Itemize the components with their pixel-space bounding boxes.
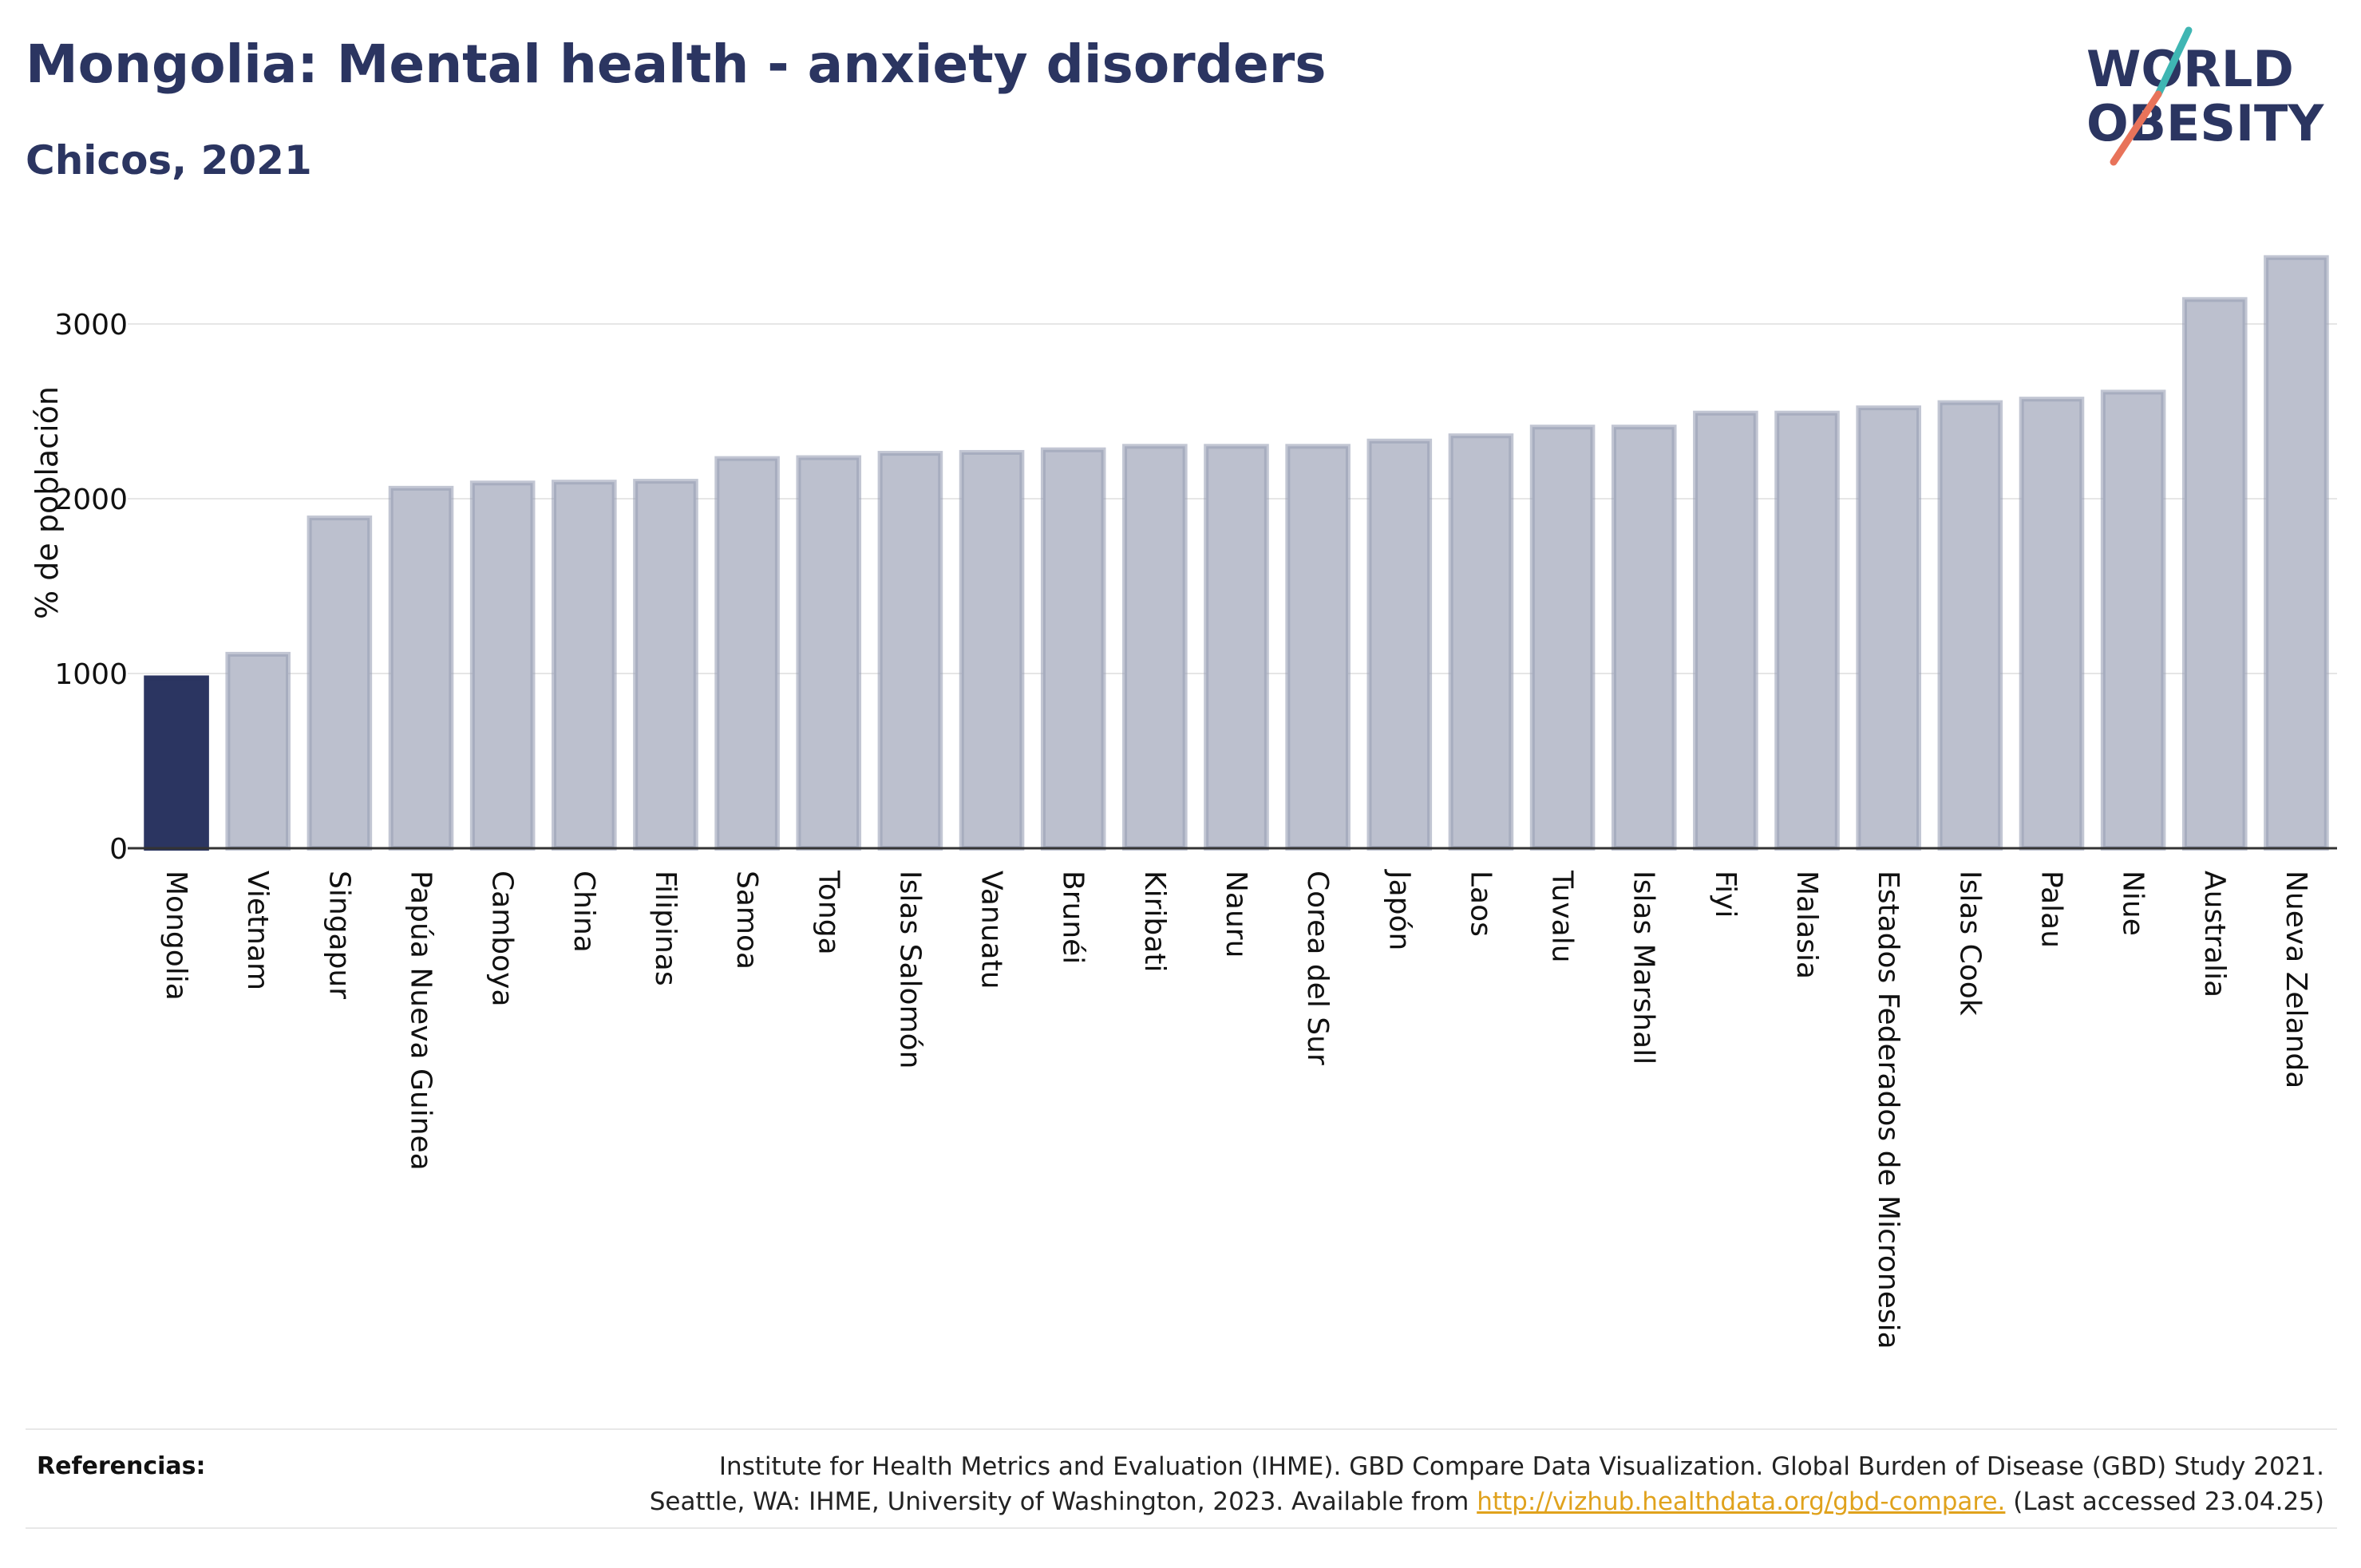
bar-palau (2019, 397, 2085, 851)
bar-chart: 0 1000 2000 3000 Mongolia Vietnam Singapur Papú… (30, 255, 2337, 1349)
references-text: Institute for Health Metrics and Evaluat… (650, 1449, 2324, 1519)
bar-china (552, 480, 617, 851)
x-tick-label: Papúa Nueva Guinea (405, 871, 437, 1171)
bar-laos (1448, 433, 1514, 851)
y-tick-label: 1000 (54, 658, 128, 691)
bar-nauru (1204, 444, 1269, 851)
x-tick-label: Samoa (730, 871, 763, 970)
bar-niue (2100, 389, 2166, 851)
bar-filipinas (633, 479, 698, 851)
x-tick-label: Islas Cook (1953, 871, 1986, 1016)
x-tick-label: Camboya (486, 871, 519, 1007)
x-tick-label: Nueva Zelanda (2280, 871, 2312, 1088)
x-tick-label: Nauru (1220, 871, 1252, 958)
y-tick-label: 3000 (54, 309, 128, 342)
references-line2: Seattle, WA: IHME, University of Washing… (650, 1484, 2324, 1519)
x-tick-label: Tonga (812, 870, 844, 955)
references-link[interactable]: http://vizhub.healthdata.org/gbd-compare… (1477, 1487, 2006, 1517)
x-tick-label: Fiyi (1709, 871, 1742, 918)
x-tick-label: Vietnam (241, 871, 274, 990)
x-tick-label: Estados Federados de Micronesia (1872, 871, 1904, 1349)
bar-islas-salomón (877, 451, 943, 851)
bar-australia (2181, 297, 2248, 851)
y-axis-label: % de población (30, 386, 65, 619)
bar-fiyi (1693, 410, 1758, 851)
bar-papúa-nueva-guinea (388, 485, 454, 851)
bar-samoa (714, 456, 780, 851)
x-tick-label: Islas Marshall (1627, 871, 1660, 1064)
bar-vanuatu (959, 449, 1025, 851)
x-tick-label: Singapur (322, 871, 355, 999)
x-tick-label: Palau (2035, 871, 2067, 948)
bar-layer (144, 255, 2329, 851)
y-tick-label: 0 (109, 833, 128, 866)
x-tick-label: Australia (2198, 871, 2231, 997)
chart-title: Mongolia: Mental health - anxiety disord… (26, 34, 1327, 95)
references-line2-start: Seattle, WA: IHME, University of Washing… (649, 1487, 1477, 1517)
references-line2-end: (Last accessed 23.04.25) (2005, 1487, 2324, 1517)
x-tick-label: Corea del Sur (1301, 871, 1334, 1065)
bar-islas-marshall (1611, 425, 1677, 851)
bar-tuvalu (1529, 425, 1596, 851)
bar-kiribati (1122, 444, 1188, 851)
chart-subtitle: Chicos, 2021 (26, 137, 312, 184)
bar-japón (1366, 438, 1433, 851)
references-footer: Referencias: Institute for Health Metric… (26, 1428, 2337, 1529)
bar-mongolia (144, 675, 209, 851)
bar-brunéi (1040, 447, 1106, 851)
logo-line1: WORLD (2086, 40, 2294, 98)
x-tick-label: China (568, 871, 600, 953)
logo-slash-teal (2154, 26, 2193, 98)
x-tick-label: Tuvalu (1546, 870, 1579, 963)
axis-layer: 0 1000 2000 3000 Mongolia Vietnam Singapur Papú… (54, 309, 2337, 1349)
x-tick-label: Japón (1382, 869, 1415, 950)
world-obesity-logo: WORLD OBESITY (2086, 26, 2324, 166)
logo-slash-coral (2110, 90, 2162, 166)
bar-corea-del-sur (1285, 444, 1351, 851)
bar-islas-cook (1937, 400, 2003, 851)
references-line1: Institute for Health Metrics and Evaluat… (718, 1452, 2324, 1481)
x-tick-label: Islas Salomón (893, 871, 926, 1068)
x-tick-label: Mongolia (160, 871, 192, 1001)
x-tick-label: Malasia (1790, 871, 1823, 979)
references-label: Referencias: (37, 1452, 206, 1480)
x-tick-label: Laos (1464, 871, 1497, 937)
x-tick-label: Niue (2117, 871, 2149, 936)
bar-nueva-zelanda (2264, 255, 2329, 851)
x-tick-label: Filipinas (649, 871, 682, 986)
bar-singapur (306, 515, 373, 851)
x-tick-label: Kiribati (1138, 871, 1171, 972)
bar-camboya (469, 480, 536, 851)
x-tick-label: Brunéi (1057, 871, 1090, 964)
bar-malasia (1774, 410, 1840, 851)
bar-tonga (796, 455, 862, 851)
y-tick-label: 2000 (54, 484, 128, 516)
bar-estados-federados-de-micronesia (1856, 405, 1921, 851)
x-tick-label: Vanuatu (975, 871, 1008, 989)
bar-vietnam (225, 651, 291, 851)
